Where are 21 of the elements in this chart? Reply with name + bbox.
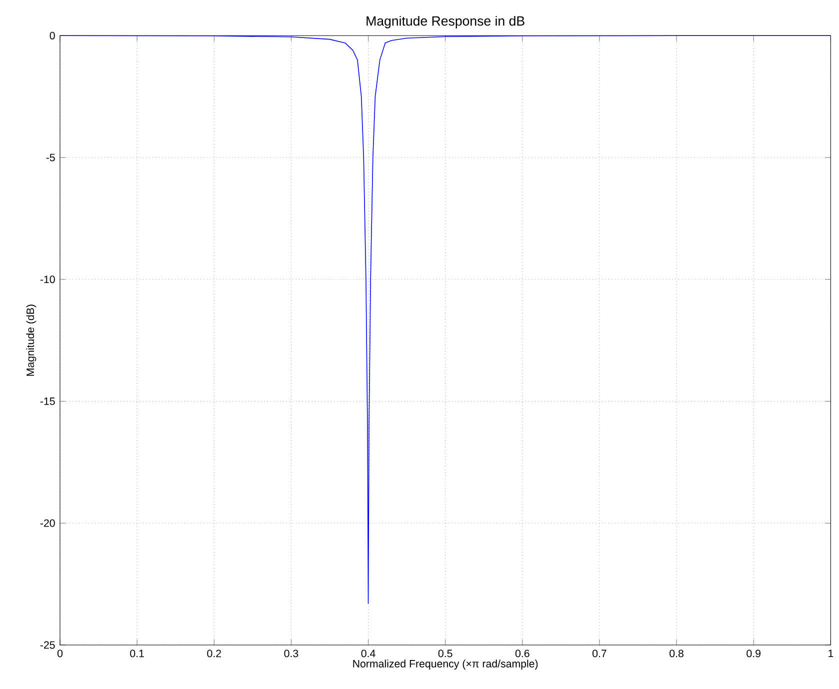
y-tick-label: -20	[40, 519, 55, 527]
y-axis-title: Magnitude (dB)	[26, 304, 36, 376]
x-tick-label: 0.7	[592, 650, 606, 658]
x-tick-label: 0.4	[361, 650, 376, 658]
y-tick-label: -5	[46, 154, 55, 162]
y-tick-label: -25	[40, 641, 55, 649]
line-series	[60, 35, 832, 604]
x-tick-label: 0.8	[670, 650, 684, 658]
x-tick-label: 0.2	[207, 650, 221, 658]
y-tick-label: -15	[40, 398, 55, 405]
x-tick-label: 0.1	[130, 650, 144, 658]
x-tick-label: 0	[57, 650, 63, 658]
x-tick-label: 1	[828, 650, 834, 658]
x-tick-label: 0.9	[746, 650, 760, 658]
x-tick-label: 0.6	[515, 650, 530, 658]
x-tick-label: 0.5	[438, 650, 452, 658]
x-axis-title: Normalized Frequency (×π rad/sample)	[353, 660, 538, 670]
chart-title: Magnitude Response in dB	[366, 16, 524, 28]
x-tick-label: 0.3	[284, 650, 298, 658]
y-tick-label: 0	[50, 32, 55, 40]
y-tick-label: -10	[40, 276, 55, 284]
